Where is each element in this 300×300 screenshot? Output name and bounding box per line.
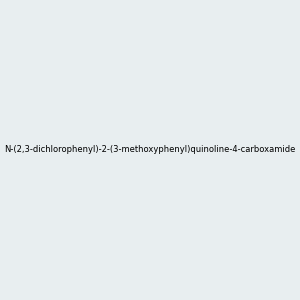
- Text: N-(2,3-dichlorophenyl)-2-(3-methoxyphenyl)quinoline-4-carboxamide: N-(2,3-dichlorophenyl)-2-(3-methoxypheny…: [4, 146, 296, 154]
